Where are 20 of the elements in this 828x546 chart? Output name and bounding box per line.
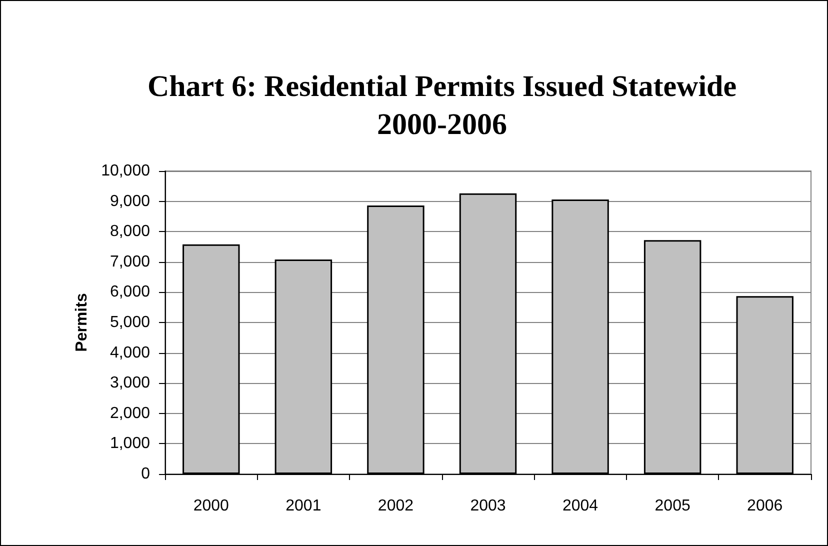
x-tick-label: 2000 bbox=[193, 498, 230, 514]
y-tick-label: 2,000 bbox=[110, 404, 150, 422]
x-tick-label: 2001 bbox=[286, 498, 322, 514]
x-tick-label: 2006 bbox=[747, 498, 783, 514]
y-tick-label: 4,000 bbox=[110, 344, 150, 362]
y-tick-label: 8,000 bbox=[110, 223, 150, 240]
y-tick-label: 10,000 bbox=[101, 162, 150, 180]
y-tick-label: 9,000 bbox=[110, 192, 150, 210]
chart-title: Chart 6: Residential Permits Issued Statewide 2000-2006 bbox=[146, 69, 738, 143]
x-tick-label: 2002 bbox=[378, 498, 414, 514]
y-tick-label: 5,000 bbox=[110, 314, 150, 331]
y-tick-label: 1,000 bbox=[110, 435, 150, 452]
y-tick-label: 0 bbox=[141, 466, 150, 482]
x-tick-label: 2003 bbox=[470, 498, 506, 514]
y-tick-label: 3,000 bbox=[110, 374, 150, 392]
x-tick-label: 2005 bbox=[654, 498, 690, 514]
y-axis-title: Permits bbox=[74, 293, 91, 352]
y-tick-label: 6,000 bbox=[110, 284, 150, 301]
y-tick-label: 7,000 bbox=[110, 253, 150, 270]
x-tick-label: 2004 bbox=[562, 498, 598, 514]
